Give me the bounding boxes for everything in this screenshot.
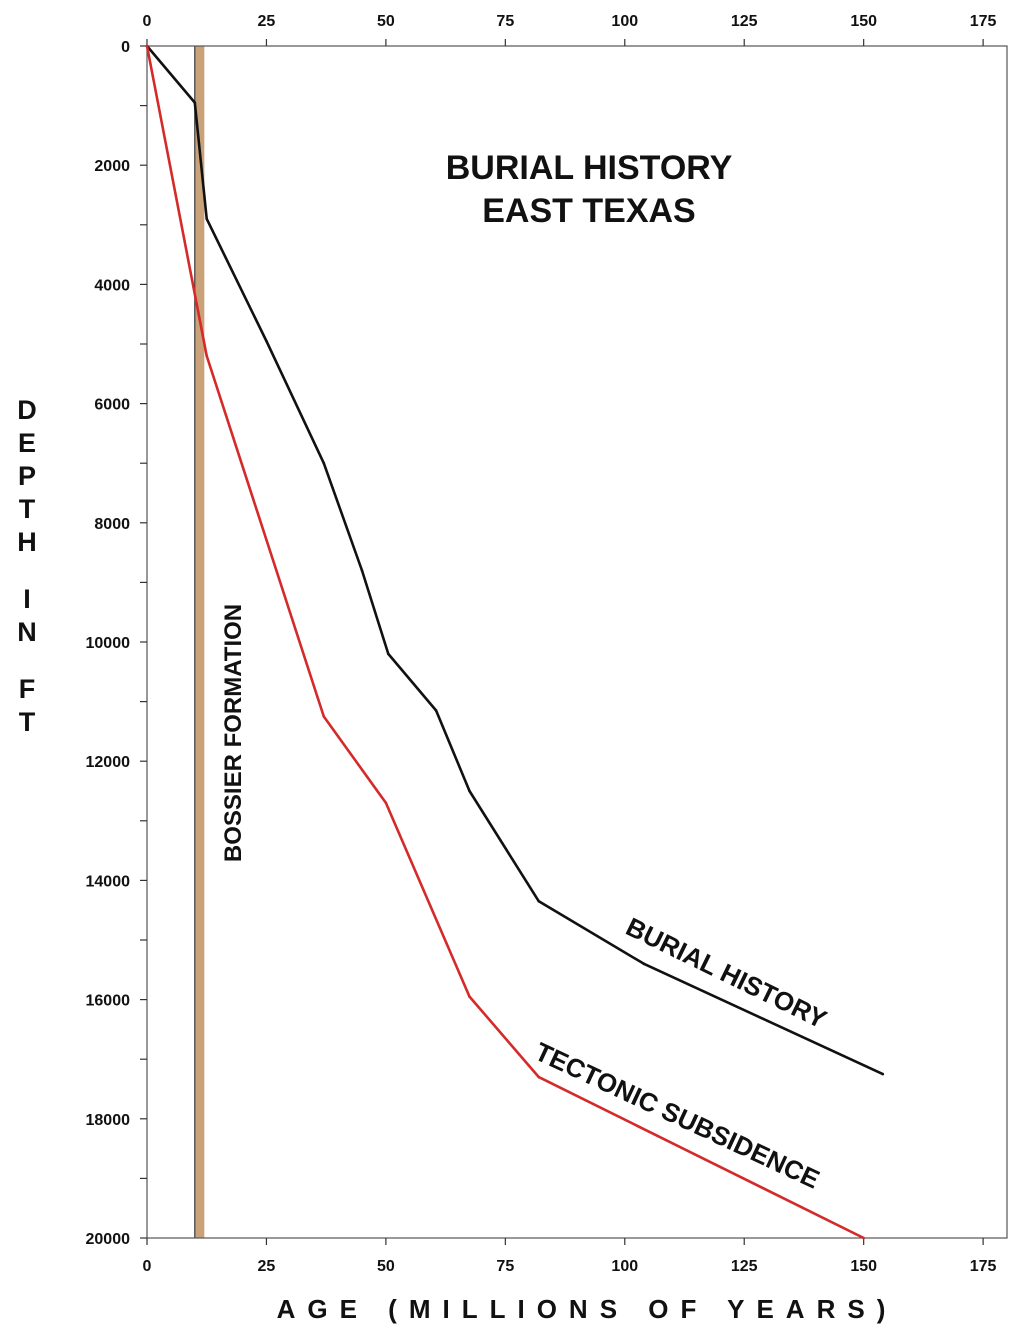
x-tick-label-bottom: 100 [611,1258,638,1275]
burial-history-line [146,45,884,1076]
tectonic-subsidence-point [384,801,388,805]
burial-history-point [265,339,268,343]
x-tick-label-top: 25 [258,13,276,30]
burial-history-point [881,1072,885,1076]
y-tick-label: 16000 [86,993,131,1010]
tectonic-subsidence-point [468,995,471,998]
x-tick-label-top: 50 [377,13,395,30]
y-axis-label-letter: T [19,707,36,737]
y-tick-label: 14000 [86,873,131,890]
tick-layer: 0025255050757510010012512515015017517502… [86,13,997,1275]
burial-history-point [468,789,471,793]
burial-history-point [360,569,364,572]
y-axis-label-letter: I [23,584,31,614]
tectonic-subsidence-point [322,715,326,718]
burial-history-point [642,962,646,966]
y-tick-label: 18000 [86,1112,131,1129]
burial-history-point [193,101,197,104]
x-tick-label-bottom: 50 [377,1258,395,1275]
bossier-formation-label: BOSSIER FORMATION [220,604,247,862]
y-axis-label-letter: D [17,395,37,425]
y-tick-label: 8000 [94,516,130,533]
tectonic-subsidence-point [862,1236,865,1240]
burial-history-point [205,217,209,221]
y-axis-label-letter: P [18,461,36,491]
y-tick-label: 0 [121,39,130,56]
x-tick-label-bottom: 75 [496,1258,514,1275]
burial-history-point [434,709,438,712]
y-tick-label: 10000 [86,635,131,652]
x-tick-label-bottom: 0 [143,1258,152,1275]
burial-history-series-label: BURIAL HISTORY [621,911,831,1034]
series-layer [145,44,885,1240]
chart-title-line-2: EAST TEXAS [482,192,695,230]
x-tick-label-bottom: 150 [850,1258,877,1275]
tectonic-subsidence-point [537,1075,541,1079]
y-tick-label: 2000 [94,158,130,175]
x-tick-label-top: 150 [850,13,877,30]
chart-title-line-1: BURIAL HISTORY [446,149,733,187]
y-tick-label: 6000 [94,397,130,414]
bossier-formation-band-layer [194,46,205,1238]
x-tick-label-top: 0 [143,13,152,30]
x-tick-label-top: 125 [731,13,758,30]
x-axis-label: AGE (MILLIONS OF YEARS) [277,1294,898,1324]
tectonic-subsidence-series-label: TECTONIC SUBSIDENCE [530,1036,824,1194]
bossier-formation-band [194,46,205,1238]
y-tick-label: 12000 [86,754,131,771]
burial-history-point [386,652,390,656]
y-axis-label-letter: F [19,674,36,704]
y-axis-label-letter: H [17,527,37,557]
y-axis-label-letter: E [18,428,36,458]
x-tick-label-top: 175 [970,13,997,30]
tectonic-subsidence-point [205,354,209,358]
x-tick-label-bottom: 25 [258,1258,276,1275]
x-tick-label-bottom: 175 [970,1258,997,1275]
burial-history-point [537,899,541,903]
y-tick-label: 4000 [94,277,130,294]
tectonic-subsidence-point [145,44,149,48]
burial-history-point [322,461,326,465]
x-tick-label-top: 75 [496,13,514,30]
y-tick-label: 20000 [86,1231,131,1248]
x-tick-label-bottom: 125 [731,1258,758,1275]
x-tick-label-top: 100 [611,13,638,30]
y-axis-label-letter: T [19,494,36,524]
y-axis-label-letter: N [17,617,37,647]
